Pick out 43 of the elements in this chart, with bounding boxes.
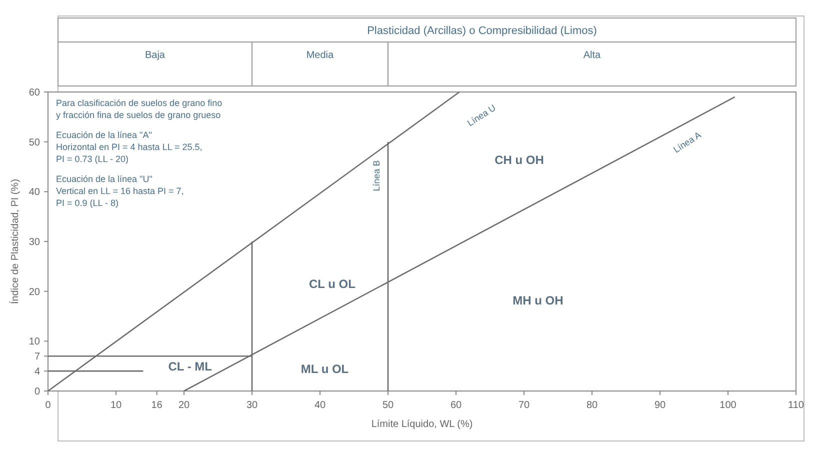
- x-tick-label: 90: [654, 400, 666, 411]
- annotation: PI = 0.9 (LL - 8): [56, 198, 118, 208]
- annotation: MH u OH: [512, 293, 564, 308]
- text: Alta: [583, 50, 602, 61]
- y-tick-label: 0: [34, 386, 40, 398]
- annotation: Línea U: [466, 102, 498, 128]
- annotation: Línea B: [371, 160, 382, 192]
- y-tick-label: 50: [28, 137, 40, 148]
- y-tick-label: 20: [28, 286, 40, 298]
- y-tick-label: 40: [28, 187, 40, 198]
- annotation: Ecuación de la línea "A": [56, 130, 152, 140]
- x-tick-label: 20: [178, 400, 190, 411]
- annotation: PI = 0.73 (LL - 20): [56, 154, 128, 164]
- x-tick-label: 16: [151, 400, 163, 411]
- x-tick-label: 80: [586, 400, 598, 411]
- y-tick-label: 10: [28, 336, 40, 348]
- annotation: CL u OL: [309, 277, 356, 292]
- y-tick-label: 30: [28, 237, 40, 248]
- text: Media: [306, 50, 334, 61]
- x-tick-label: 40: [314, 400, 326, 411]
- y-tick-label: 4: [34, 366, 40, 378]
- annotation: CL - ML: [168, 359, 212, 374]
- annotation: y fracción fina de suelos de grano grueso: [56, 110, 221, 120]
- annotation: CH u OH: [494, 152, 544, 167]
- chart-title: Plasticidad (Arcillas) o Compresibilidad (Limos): [367, 25, 597, 37]
- y-tick-label: 60: [28, 88, 40, 98]
- x-tick-label: 70: [518, 400, 530, 411]
- x-tick-label: 110: [788, 400, 804, 411]
- x-tick-label: 0: [45, 400, 52, 411]
- annotation: Horizontal en PI = 4 hasta LL = 25.5,: [56, 142, 202, 152]
- text: Baja: [144, 50, 166, 61]
- annotation: Para clasificación de suelos de grano fino: [56, 98, 222, 108]
- x-axis-title: Límite Líquido, WL (%): [371, 419, 473, 430]
- x-tick-label: 10: [110, 400, 122, 411]
- x-tick-label: 30: [246, 400, 258, 411]
- x-tick-label: 60: [450, 400, 462, 411]
- annotation: ML u OL: [300, 362, 349, 376]
- x-tick-label: 100: [720, 400, 737, 411]
- annotation: Vertical en LL = 16 hasta PI = 7,: [56, 186, 184, 196]
- x-tick-label: 50: [382, 400, 394, 411]
- y-tick-label: 7: [34, 352, 40, 363]
- y-axis-title: Índice de Plasticidad, PI (%): [9, 178, 21, 304]
- annotation: Ecuación de la línea "U": [56, 174, 152, 184]
